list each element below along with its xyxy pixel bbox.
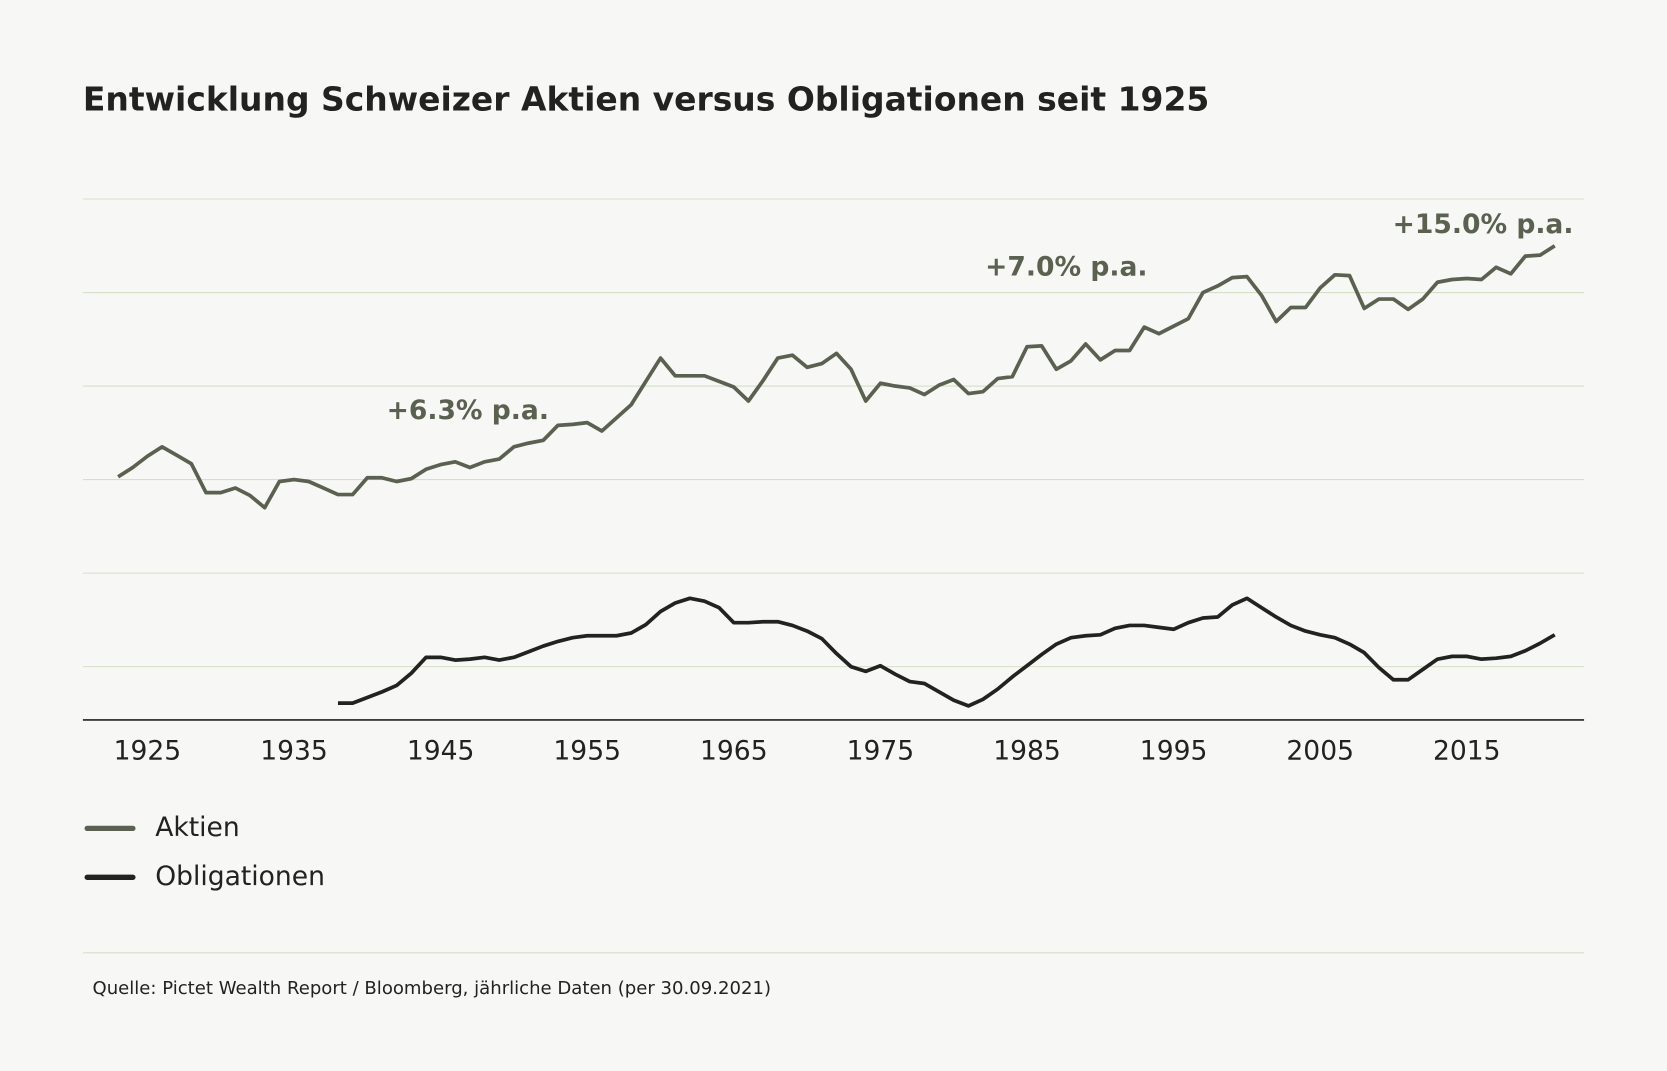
- source: Quelle: Pictet Wealth Report / Bloomberg…: [92, 978, 771, 999]
- x-tick-label: 1955: [553, 735, 621, 766]
- x-tick-label: 2005: [1286, 735, 1354, 766]
- x-tick-label: 1945: [407, 735, 475, 766]
- annotation: +15.0% p.a.: [1393, 209, 1574, 240]
- chart-title: Entwicklung Schweizer Aktien versus Obli…: [83, 80, 1209, 119]
- x-tick-label: 1925: [114, 735, 182, 766]
- x-tick-label: 1975: [847, 735, 915, 766]
- x-tick-label: 1985: [993, 735, 1061, 766]
- x-tick-label: 2015: [1433, 735, 1501, 766]
- annotation: +7.0% p.a.: [985, 252, 1147, 283]
- series-line: [337, 596, 1556, 708]
- legend-label: Obligationen: [155, 861, 325, 892]
- x-tick-label: 1935: [260, 735, 328, 766]
- annotation: +6.3% p.a.: [387, 395, 549, 426]
- x-tick-label: 1995: [1140, 735, 1208, 766]
- series-line: [117, 244, 1556, 510]
- legend-label: Aktien: [155, 812, 240, 843]
- x-tick-label: 1965: [700, 735, 768, 766]
